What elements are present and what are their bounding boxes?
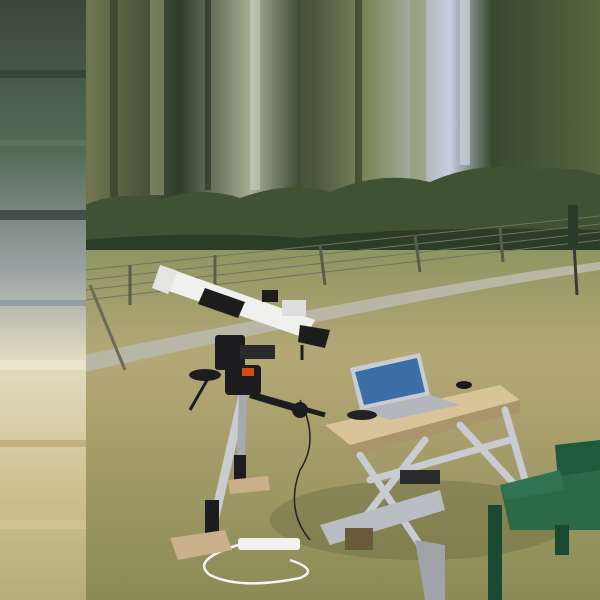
refractor-telescope — [152, 265, 330, 360]
equatorial-mount — [188, 335, 326, 418]
mount-cable — [293, 399, 311, 541]
gravel-path — [85, 262, 600, 372]
tree-stripe-lines — [110, 0, 532, 200]
laptop — [350, 353, 460, 420]
stake-left — [88, 284, 127, 371]
fence-posts — [128, 227, 505, 305]
device-on-table — [456, 381, 472, 389]
folding-workbench — [320, 385, 529, 600]
power-strip — [238, 538, 300, 550]
green-plastic-chair — [488, 440, 600, 600]
left-strip-bands — [0, 70, 86, 529]
tripod — [170, 392, 301, 560]
extension-cable — [203, 543, 310, 585]
mouse-pad — [347, 410, 377, 420]
post-marker — [568, 205, 578, 247]
